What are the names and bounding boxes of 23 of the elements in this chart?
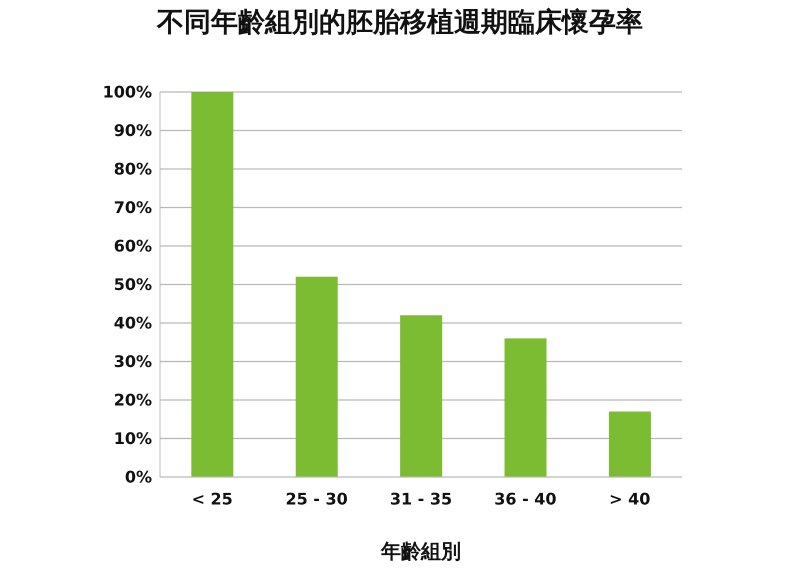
bar — [191, 92, 234, 477]
y-tick-label: 40% — [114, 314, 152, 333]
y-tick-label: 90% — [114, 121, 152, 140]
x-tick-label: < 25 — [192, 489, 233, 508]
x-axis-title: 年齡組別 — [380, 538, 462, 565]
y-tick-label: 60% — [114, 236, 152, 256]
bar — [296, 276, 338, 477]
y-tick-label: 100% — [102, 82, 152, 102]
x-tick-label: 36 - 40 — [494, 489, 557, 508]
x-tick-label: 31 - 35 — [390, 489, 452, 508]
y-tick-label: 30% — [114, 352, 152, 372]
y-tick-label: 80% — [114, 160, 152, 179]
x-tick-label: > 40 — [609, 489, 650, 508]
x-tick-label: 25 - 30 — [285, 489, 348, 508]
bar — [504, 338, 547, 477]
bar — [400, 315, 442, 477]
y-tick-label: 0% — [124, 468, 152, 487]
y-tick-label: 50% — [114, 275, 152, 294]
y-tick-label: 70% — [114, 198, 152, 218]
chart-title: 不同年齡組別的胚胎移植週期臨床懷孕率 — [156, 6, 644, 40]
bar — [608, 412, 651, 477]
y-tick-label: 10% — [114, 429, 152, 448]
y-tick-label: 20% — [114, 390, 152, 410]
